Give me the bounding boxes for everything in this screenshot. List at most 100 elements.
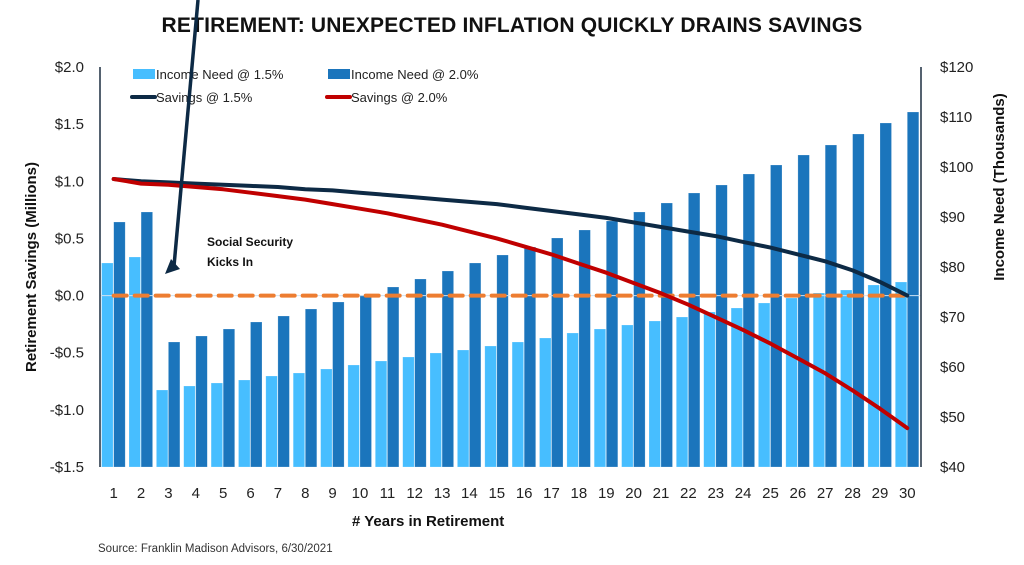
bar-income-need-1-5--year-26 <box>785 297 798 468</box>
left-tick-label: $0.0 <box>55 288 84 305</box>
line-savings-1-5- <box>111 177 910 298</box>
x-tick-label: 12 <box>406 485 423 502</box>
annotation-line-2: Kicks In <box>207 255 253 269</box>
bar-income-need-1-5--year-24 <box>730 307 743 468</box>
bar-income-need-2-0--year-7 <box>277 315 290 468</box>
legend-label: Income Need @ 2.0% <box>351 67 479 82</box>
x-tick-label: 20 <box>625 485 642 502</box>
bar-income-need-1-5--year-28 <box>840 289 853 468</box>
bar-income-need-2-0--year-1 <box>113 221 126 468</box>
right-tick-label: $90 <box>940 209 965 226</box>
x-tick-label: 15 <box>488 485 505 502</box>
bar-income-need-2-0--year-8 <box>304 308 318 468</box>
annotation-arrowhead-icon <box>165 259 180 274</box>
legend-item-savings-1-5-: Savings @ 1.5% <box>130 90 253 105</box>
bar-income-need-2-0--year-4 <box>195 335 208 468</box>
bar-income-need-1-5--year-30 <box>894 281 908 468</box>
bar-income-need-1-5--year-5 <box>210 382 223 468</box>
bar-income-need-2-0--year-6 <box>250 321 263 468</box>
x-tick-label: 4 <box>192 485 200 502</box>
x-tick-label: 5 <box>219 485 227 502</box>
x-tick-label: 7 <box>274 485 282 502</box>
bar-income-need-2-0--year-9 <box>332 301 345 468</box>
bar-income-need-2-0--year-25 <box>770 164 783 468</box>
x-tick-label: 11 <box>380 485 396 502</box>
bar-income-need-1-5--year-23 <box>703 311 716 468</box>
right-tick-label: $100 <box>940 159 973 176</box>
x-tick-label: 23 <box>707 485 724 502</box>
left-tick-label: $1.0 <box>55 173 84 190</box>
x-tick-label: 14 <box>461 485 478 502</box>
right-tick-label: $40 <box>940 459 965 476</box>
bar-income-need-2-0--year-15 <box>496 254 509 468</box>
x-tick-label: 28 <box>844 485 861 502</box>
x-tick-label: 1 <box>110 485 118 502</box>
bar-income-need-1-5--year-29 <box>867 284 880 468</box>
legend: Income Need @ 1.5% Income Need @ 2.0% Savi… <box>130 67 479 105</box>
x-axis-title: # Years in Retirement <box>352 513 504 530</box>
bar-income-need-2-0--year-2 <box>140 211 153 468</box>
bars-group <box>101 111 920 468</box>
bar-income-need-1-5--year-19 <box>593 328 607 468</box>
left-tick-label: -$1.0 <box>50 402 84 419</box>
bar-income-need-2-0--year-22 <box>688 192 701 468</box>
x-tick-label: 29 <box>872 485 889 502</box>
bar-income-need-2-0--year-17 <box>551 237 564 468</box>
x-tick-label: 6 <box>246 485 254 502</box>
bar-income-need-1-5--year-2 <box>128 256 141 468</box>
legend-swatch-box <box>328 69 350 79</box>
right-tick-label: $70 <box>940 309 965 326</box>
x-tick-label: 30 <box>899 485 916 502</box>
left-tick-label: $2.0 <box>55 59 84 76</box>
bar-income-need-1-5--year-8 <box>292 372 306 468</box>
annotation-line-1: Social Security <box>207 235 293 249</box>
bar-income-need-2-0--year-13 <box>441 270 454 468</box>
x-tick-label: 8 <box>301 485 309 502</box>
bar-income-need-2-0--year-10 <box>359 294 372 468</box>
bar-income-need-1-5--year-17 <box>539 337 552 468</box>
left-axis-title: Retirement Savings (Millions) <box>23 162 40 372</box>
chart-title: RETIREMENT: UNEXPECTED INFLATION QUICKLY… <box>161 14 863 37</box>
bar-income-need-2-0--year-14 <box>469 262 482 468</box>
bar-income-need-1-5--year-25 <box>758 302 771 468</box>
bar-income-need-1-5--year-13 <box>429 352 442 468</box>
left-tick-label: -$1.5 <box>50 459 84 476</box>
x-tick-label: 24 <box>735 485 752 502</box>
x-tick-label: 2 <box>137 485 145 502</box>
bar-income-need-1-5--year-18 <box>566 332 579 468</box>
x-tick-label: 19 <box>598 485 615 502</box>
right-tick-label: $110 <box>940 109 972 126</box>
bar-income-need-2-0--year-23 <box>715 184 728 468</box>
x-tick-label: 22 <box>680 485 697 502</box>
bar-income-need-1-5--year-7 <box>265 375 278 468</box>
annotation-social-security: Social Security Kicks In <box>165 0 293 274</box>
legend-label: Income Need @ 1.5% <box>156 67 284 82</box>
left-tick-label: -$0.5 <box>50 345 84 362</box>
legend-item-savings-2-0-: Savings @ 2.0% <box>325 90 448 105</box>
bar-income-need-2-0--year-20 <box>633 211 646 468</box>
x-tick-label: 18 <box>571 485 588 502</box>
right-axis-ticks: $120 $110 $100 $90 $80 $70 $60 $50 $40 <box>940 59 973 476</box>
right-tick-label: $50 <box>940 409 965 426</box>
x-tick-label: 17 <box>543 485 560 502</box>
bar-income-need-2-0--year-3 <box>168 341 181 468</box>
bar-income-need-2-0--year-12 <box>414 278 427 468</box>
bar-income-need-2-0--year-5 <box>222 328 235 468</box>
bar-income-need-1-5--year-9 <box>320 368 333 468</box>
right-tick-label: $80 <box>940 259 965 276</box>
x-tick-label: 10 <box>352 485 369 502</box>
right-tick-label: $120 <box>940 59 973 76</box>
bar-income-need-1-5--year-10 <box>347 364 360 468</box>
x-tick-label: 9 <box>328 485 336 502</box>
bar-income-need-2-0--year-30 <box>906 111 920 468</box>
left-axis-ticks: $2.0 $1.5 $1.0 $0.5 $0.0 -$0.5 -$1.0 -$1.5 <box>50 59 84 476</box>
bar-income-need-1-5--year-16 <box>511 341 524 468</box>
x-tick-label: 21 <box>653 485 670 502</box>
legend-label: Savings @ 1.5% <box>156 90 253 105</box>
legend-item-income-need-2-0-: Income Need @ 2.0% <box>328 67 479 82</box>
bar-income-need-1-5--year-3 <box>156 389 169 468</box>
annotation-arrow-shaft <box>172 0 200 267</box>
bar-income-need-1-5--year-1 <box>101 262 114 468</box>
x-tick-label: 3 <box>164 485 172 502</box>
